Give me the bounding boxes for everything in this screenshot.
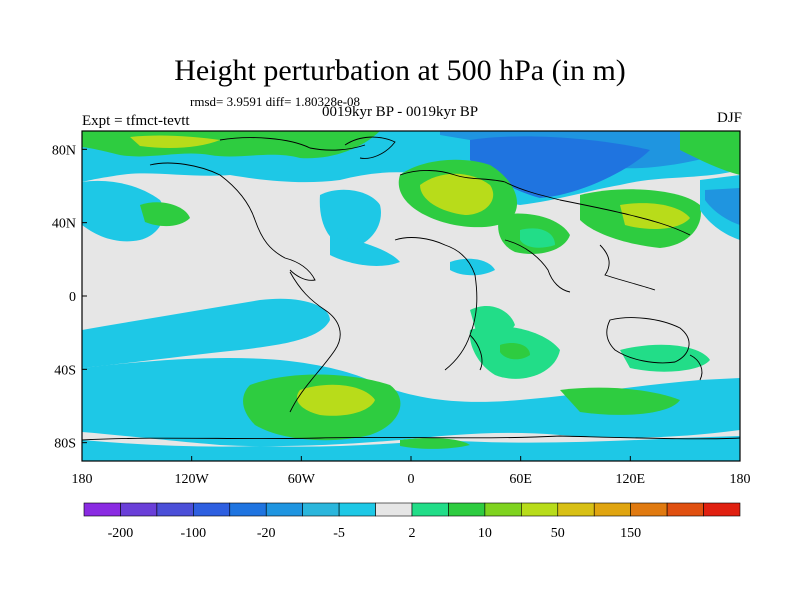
- lat-tick-label: 80S: [54, 437, 76, 452]
- colorbar-swatch: [120, 502, 158, 517]
- lon-tick-label: 120E: [616, 472, 646, 487]
- colorbar-label: -100: [180, 526, 206, 541]
- colorbar-swatch: [593, 502, 631, 517]
- colorbar-swatch: [630, 502, 668, 517]
- colorbar-swatch: [557, 502, 595, 517]
- colorbar-swatch: [521, 502, 559, 517]
- lat-tick-label: 0: [69, 290, 76, 305]
- colorbar-swatch: [83, 502, 121, 517]
- coastlines: [82, 136, 740, 441]
- lon-tick-label: 120W: [175, 472, 210, 487]
- lon-tick-label: 60W: [288, 472, 316, 487]
- map-title: Height perturbation at 500 hPa (in m): [174, 54, 626, 87]
- season-label: DJF: [716, 110, 742, 126]
- colorbar-label: 10: [478, 526, 492, 541]
- colorbar-label: 2: [409, 526, 416, 541]
- colorbar-swatch: [265, 502, 303, 517]
- latitude-axis: 80N 40N 0 40S 80S: [52, 143, 87, 452]
- colorbar-swatch: [302, 502, 340, 517]
- lat-tick-label: 80N: [52, 143, 76, 158]
- lat-tick-label: 40S: [54, 363, 76, 378]
- height-field: [82, 131, 740, 461]
- colorbar-swatch: [411, 502, 449, 517]
- colorbar-label: -200: [108, 526, 134, 541]
- colorbar-swatch: [375, 502, 413, 517]
- colorbar-swatch: [229, 502, 267, 517]
- colorbar-label: 50: [551, 526, 565, 541]
- lon-tick-label: 60E: [509, 472, 532, 487]
- colorbar-swatch: [484, 502, 522, 517]
- colorbar-swatch: [666, 502, 704, 517]
- lon-tick-label: 180: [72, 472, 93, 487]
- colorbar: -200 -100 -20 -5 2 10 50 150: [83, 502, 741, 541]
- colorbar-swatch: [338, 502, 376, 517]
- colorbar-swatch: [156, 502, 194, 517]
- colorbar-label: -5: [333, 526, 345, 541]
- lon-tick-label: 0: [408, 472, 415, 487]
- colorbar-swatch: [703, 502, 741, 517]
- colorbar-label: -20: [257, 526, 276, 541]
- period-label: 0019kyr BP - 0019kyr BP: [321, 104, 479, 120]
- colorbar-swatch: [193, 502, 231, 517]
- experiment-label: Expt = tfmct-tevtt: [82, 113, 190, 129]
- colorbar-label: 150: [620, 526, 641, 541]
- lat-tick-label: 40N: [52, 217, 76, 232]
- colorbar-swatch: [448, 502, 486, 517]
- lon-tick-label: 180: [730, 472, 751, 487]
- longitude-axis: 180 120W 60W 0 60E 120E 180: [72, 456, 751, 487]
- stats-line: rmsd= 3.9591 diff= 1.80328e-08: [190, 94, 361, 109]
